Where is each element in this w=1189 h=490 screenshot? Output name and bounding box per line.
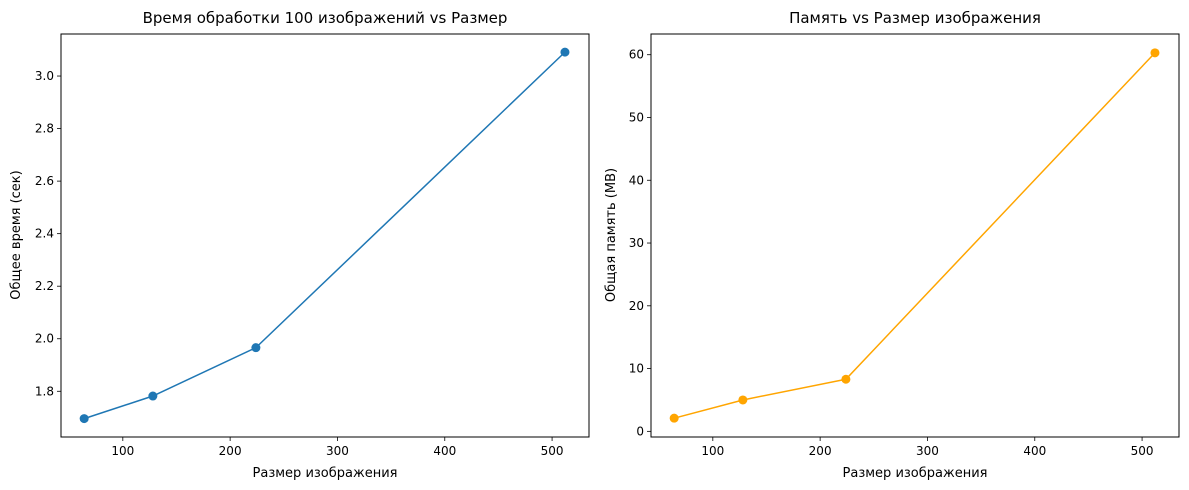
- y-tick-label: 1.8: [35, 384, 54, 398]
- series-line: [83, 51, 566, 420]
- axis-ticks: 100 200 300 400 500 0 10 20 30 40 50 60: [629, 48, 1154, 458]
- x-tick-label: 100: [701, 444, 724, 458]
- chart-title: Память vs Размер изображения: [789, 9, 1041, 27]
- x-tick-label: 400: [1023, 444, 1046, 458]
- y-tick-label: 0: [636, 424, 644, 438]
- plot-frame: [650, 33, 1180, 438]
- chart-title: Время обработки 100 изображений vs Разме…: [143, 9, 508, 27]
- data-point: [738, 395, 748, 405]
- data-point: [560, 47, 570, 57]
- y-tick-label: 50: [629, 110, 644, 124]
- x-tick-label: 500: [1131, 444, 1154, 458]
- y-tick-label: 2.0: [35, 332, 54, 346]
- data-point: [669, 413, 679, 423]
- x-tick-label: 300: [916, 444, 939, 458]
- plot-area: [669, 48, 1160, 423]
- series-line: [673, 52, 1156, 419]
- y-tick-label: 40: [629, 173, 644, 187]
- y-axis-label: Общее время (сек): [9, 170, 24, 299]
- data-point: [148, 391, 158, 401]
- y-tick-label: 10: [629, 362, 644, 376]
- plot-area: [79, 47, 570, 424]
- data-point: [841, 374, 851, 384]
- y-axis-label: Общая память (MB): [604, 168, 619, 302]
- memory-chart: Память vs Размер изображения Размер изоб…: [604, 9, 1180, 481]
- y-tick-label: 2.8: [35, 122, 54, 136]
- y-tick-label: 2.2: [35, 279, 54, 293]
- y-tick-label: 2.6: [35, 174, 54, 188]
- y-tick-label: 2.4: [35, 227, 54, 241]
- y-tick-label: 30: [629, 236, 644, 250]
- axis-ticks: 100 200 300 400 500 1.8 2.0 2.2 2.4 2.6 2.8 3.0: [35, 69, 564, 458]
- data-point: [1150, 48, 1160, 58]
- x-tick-label: 200: [809, 444, 832, 458]
- data-point: [79, 414, 89, 424]
- x-axis-label: Размер изображения: [843, 466, 988, 481]
- x-tick-label: 300: [326, 444, 349, 458]
- x-tick-label: 100: [111, 444, 134, 458]
- y-tick-label: 3.0: [35, 69, 54, 83]
- x-tick-label: 400: [433, 444, 456, 458]
- x-tick-label: 200: [219, 444, 242, 458]
- x-tick-label: 500: [541, 444, 564, 458]
- y-tick-label: 60: [629, 48, 644, 62]
- data-point: [251, 343, 261, 353]
- x-axis-label: Размер изображения: [253, 466, 398, 481]
- plot-frame: [60, 33, 590, 438]
- time-chart: Время обработки 100 изображений vs Разме…: [9, 9, 590, 481]
- y-tick-label: 20: [629, 299, 644, 313]
